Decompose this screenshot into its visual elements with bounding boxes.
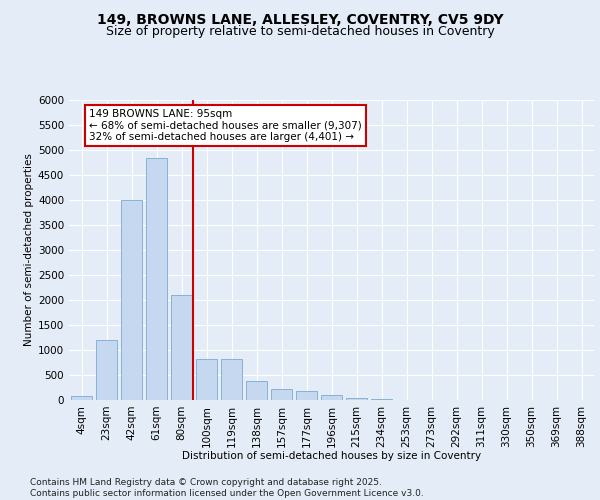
Bar (146, 158, 167, 400)
Bar (271, 389, 292, 400)
Bar (196, 359, 217, 400)
Bar (346, 398, 367, 400)
Text: 149 BROWNS LANE: 95sqm
← 68% of semi-detached houses are smaller (9,307)
32% of : 149 BROWNS LANE: 95sqm ← 68% of semi-det… (89, 109, 362, 142)
X-axis label: Distribution of semi-detached houses by size in Coventry: Distribution of semi-detached houses by … (182, 451, 481, 461)
Bar (321, 395, 342, 400)
Text: 149, BROWNS LANE, ALLESLEY, COVENTRY, CV5 9DY: 149, BROWNS LANE, ALLESLEY, COVENTRY, CV… (97, 12, 503, 26)
Bar (296, 390, 317, 400)
Text: Size of property relative to semi-detached houses in Coventry: Size of property relative to semi-detach… (106, 25, 494, 38)
Bar (71, 396, 92, 400)
Bar (96, 340, 117, 400)
Bar (121, 200, 142, 400)
Text: Contains HM Land Registry data © Crown copyright and database right 2025.
Contai: Contains HM Land Registry data © Crown c… (30, 478, 424, 498)
Y-axis label: Number of semi-detached properties: Number of semi-detached properties (24, 154, 34, 346)
Bar (246, 381, 267, 400)
Bar (221, 359, 242, 400)
Bar (171, 295, 192, 400)
